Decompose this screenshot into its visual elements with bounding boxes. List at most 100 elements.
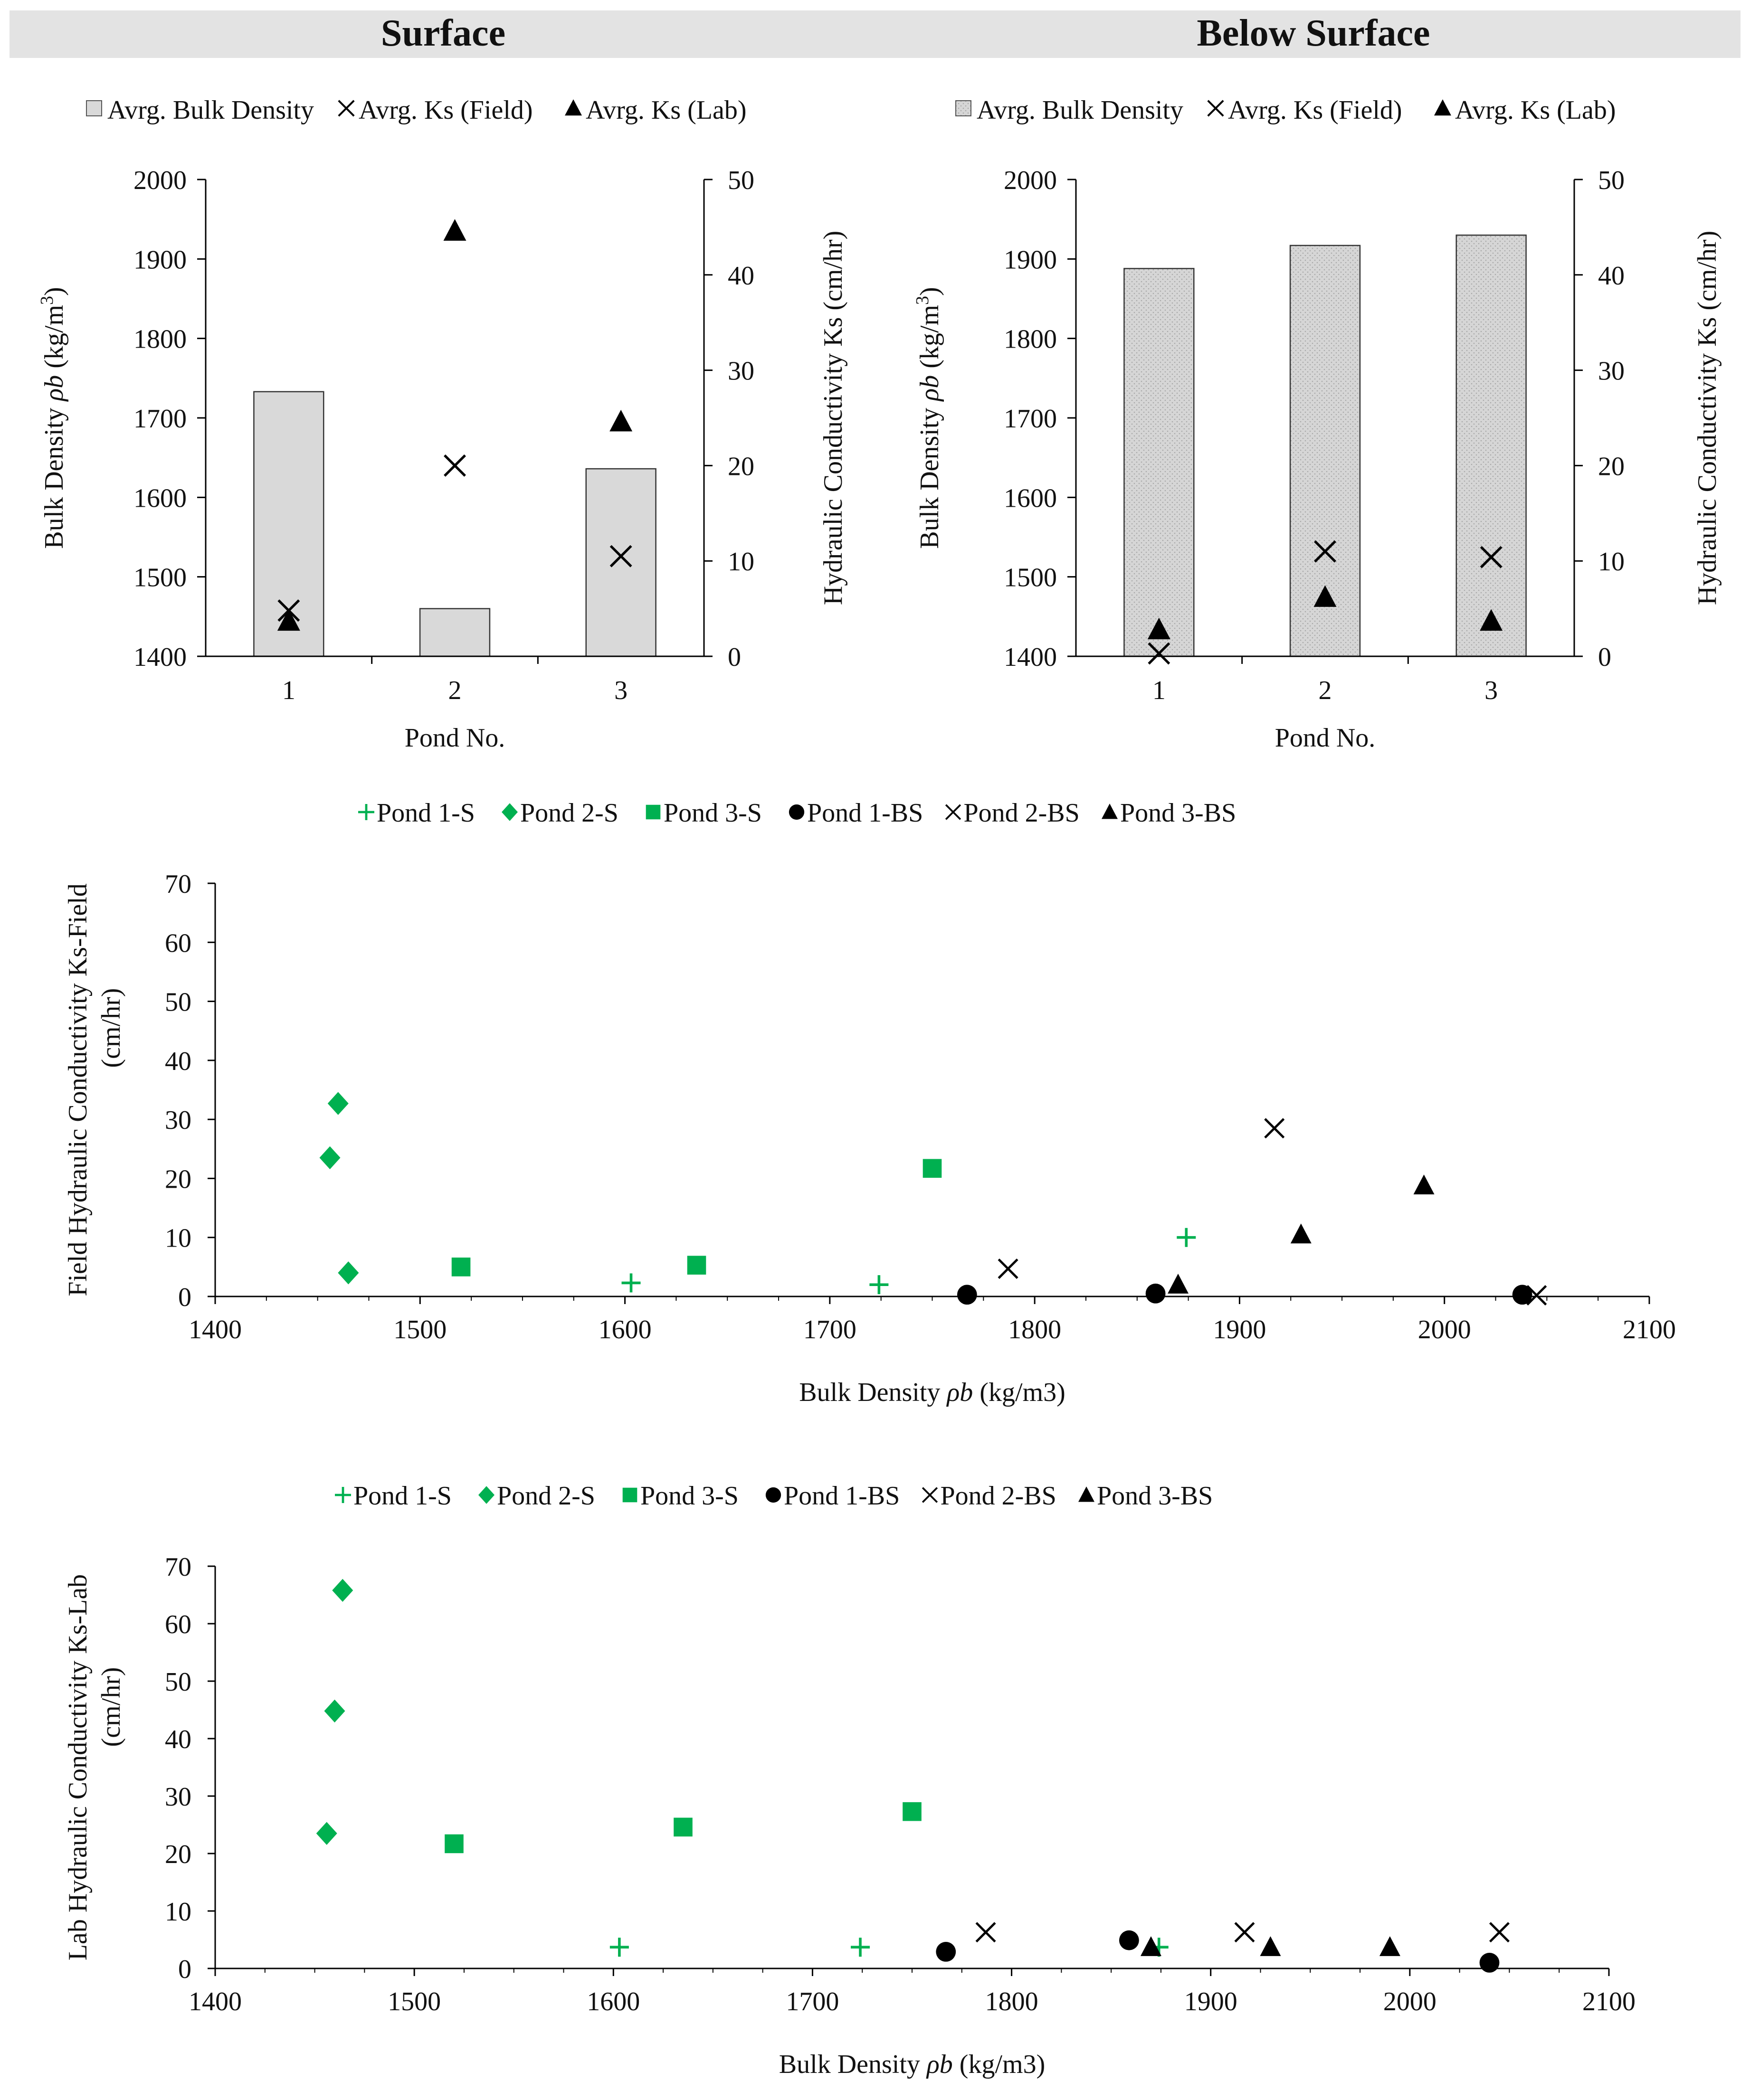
lab-legend-label-3: Pond 1-BS <box>784 1481 900 1511</box>
lab-legend-marker-5 <box>1078 1486 1094 1502</box>
field-point-pond-1-s-1 <box>869 1275 889 1295</box>
surface-legend-swatch-0 <box>86 100 102 116</box>
below-y-axis-title: Bulk Density ρb (kg/m3) <box>913 287 944 549</box>
field-legend-marker-5 <box>1102 804 1118 819</box>
below-legend-label-1: Avrg. Ks (Field) <box>1228 95 1402 125</box>
below-ytick-label-1600: 1600 <box>1004 483 1057 513</box>
lab-point-pond-2-bs-1-b <box>1234 1922 1255 1943</box>
lab-point-pond-1-bs-2 <box>1479 1953 1500 1973</box>
surface-x-axis-title: Pond No. <box>405 723 505 753</box>
below-legend-marker-1-b <box>1207 100 1224 117</box>
field-x-axis-title: Bulk Density ρb (kg/m3) <box>799 1378 1065 1407</box>
field-point-pond-2-s-2 <box>338 1261 359 1285</box>
field-xtick-label-2100: 2100 <box>1623 1315 1676 1344</box>
field-point-pond-2-bs-1-b <box>1264 1118 1285 1139</box>
surface-bar-3 <box>585 468 656 657</box>
lab-xtick-label-1700: 1700 <box>786 1987 839 2016</box>
field-ytick-label-20: 20 <box>165 1164 191 1194</box>
below-y2tick-label-0: 0 <box>1598 643 1611 672</box>
field-point-pond-1-bs-1 <box>1145 1283 1166 1304</box>
field-legend-label-0: Pond 1-S <box>377 798 475 828</box>
lab-point-pond-2-s-1 <box>324 1699 345 1723</box>
lab-ytick-label-60: 60 <box>165 1610 191 1639</box>
field-ytick-label-40: 40 <box>165 1047 191 1076</box>
surface-ytick-label-1900: 1900 <box>133 245 187 274</box>
field-point-pond-3-s-0 <box>451 1258 471 1277</box>
field-legend-marker-3 <box>789 804 805 820</box>
field-point-pond-3-bs-0 <box>1168 1274 1189 1294</box>
surface-legend-marker-2 <box>565 99 582 116</box>
below-ytick-label-2000: 2000 <box>1004 166 1057 195</box>
lab-legend-item-4: Pond 2-BS <box>922 1481 1056 1511</box>
surface-y-axis-title: Bulk Density ρb (kg/m3) <box>37 287 69 549</box>
field-legend-item-2: Pond 3-S <box>646 798 762 828</box>
field-legend-marker-2 <box>646 804 661 820</box>
surface-legend-marker-1 <box>338 100 355 117</box>
surface-ytick-label-1600: 1600 <box>133 483 187 513</box>
lab-xtick-label-2100: 2100 <box>1582 1987 1636 2016</box>
lab-x-axis-title: Bulk Density ρb (kg/m3) <box>779 2050 1045 2079</box>
lab-legend-label-1: Pond 2-S <box>497 1481 595 1511</box>
field-point-pond-3-s-1 <box>687 1256 706 1275</box>
field-ytick-label-50: 50 <box>165 988 191 1017</box>
below-xtick-label-2: 2 <box>1319 676 1332 705</box>
lab-legend-marker-4 <box>922 1487 938 1503</box>
below-surface-title: Below Surface <box>1197 12 1430 54</box>
surface-ks-lab-marker-2 <box>443 219 466 241</box>
field-xtick-label-1800: 1800 <box>1008 1315 1061 1344</box>
lab-legend-label-0: Pond 1-S <box>353 1481 452 1511</box>
lab-ytick-label-50: 50 <box>165 1667 191 1697</box>
field-point-pond-2-bs-2-b <box>1526 1285 1547 1306</box>
field-point-pond-3-bs-1 <box>1290 1223 1312 1244</box>
lab-xtick-label-1600: 1600 <box>587 1987 640 2016</box>
surface-ytick-label-1400: 1400 <box>133 643 187 672</box>
surface-xtick-label-1: 1 <box>282 676 295 705</box>
field-point-pond-2-s-0 <box>319 1146 341 1170</box>
surface-ks-field-marker-2-b <box>444 454 466 477</box>
field-legend-label-3: Pond 1-BS <box>807 798 923 828</box>
field-legend-label-4: Pond 2-BS <box>964 798 1080 828</box>
lab-legend-marker-0 <box>335 1487 351 1503</box>
surface-legend-label-1: Avrg. Ks (Field) <box>359 95 533 125</box>
below-legend-item-2: Avrg. Ks (Lab) <box>1434 95 1616 125</box>
below-ytick-label-1700: 1700 <box>1004 404 1057 434</box>
field-legend-item-1: Pond 2-S <box>502 798 618 828</box>
below-x-axis-title: Pond No. <box>1275 723 1376 753</box>
below-ks-field-marker-3 <box>1480 546 1503 568</box>
field-point-pond-3-bs-2 <box>1413 1174 1435 1195</box>
below-legend-item-1: Avrg. Ks (Field) <box>1207 95 1402 125</box>
lab-point-pond-1-bs-1 <box>1119 1930 1139 1950</box>
field-point-pond-2-s-1 <box>327 1092 349 1115</box>
lab-legend-marker-3 <box>765 1487 781 1503</box>
below-legend-label-0: Avrg. Bulk Density <box>977 95 1183 125</box>
field-point-pond-1-bs-2 <box>1512 1285 1532 1305</box>
field-legend-label-1: Pond 2-S <box>520 798 618 828</box>
field-ytick-label-0: 0 <box>178 1283 191 1312</box>
lab-legend-label-2: Pond 3-S <box>640 1481 739 1511</box>
field-point-pond-2-bs-2 <box>1526 1285 1547 1306</box>
lab-ytick-label-20: 20 <box>165 1840 191 1869</box>
surface-xtick-label-2: 2 <box>448 676 462 705</box>
field-point-pond-1-s-2 <box>1177 1228 1196 1247</box>
lab-legend-label-5: Pond 3-BS <box>1097 1481 1213 1511</box>
lab-point-pond-1-bs-0 <box>936 1942 956 1962</box>
lab-xtick-label-1500: 1500 <box>388 1987 441 2016</box>
lab-ytick-label-30: 30 <box>165 1782 191 1812</box>
below-ks-lab-marker-3 <box>1480 609 1503 631</box>
lab-point-pond-2-s-0 <box>316 1822 337 1845</box>
surface-y2tick-label-0: 0 <box>728 643 741 672</box>
lab-point-pond-2-bs-2 <box>1489 1922 1510 1943</box>
lab-point-pond-1-s-1 <box>851 1938 870 1957</box>
lab-point-pond-3-s-1 <box>674 1817 693 1837</box>
below-legend-label-2: Avrg. Ks (Lab) <box>1455 95 1616 125</box>
below-y2tick-label-50: 50 <box>1598 166 1625 195</box>
below-bar-1 <box>1123 268 1195 657</box>
lab-point-pond-1-s-0 <box>609 1938 629 1957</box>
surface-y2tick-label-50: 50 <box>728 166 754 195</box>
lab-y-axis-unit: (cm/hr) <box>96 1667 126 1747</box>
below-y2tick-label-40: 40 <box>1598 261 1625 291</box>
below-ks-lab-marker-2 <box>1313 585 1337 607</box>
below-xtick-label-3: 3 <box>1484 676 1498 705</box>
field-legend-item-0: Pond 1-S <box>358 798 475 828</box>
below-legend-marker-2 <box>1434 99 1451 116</box>
